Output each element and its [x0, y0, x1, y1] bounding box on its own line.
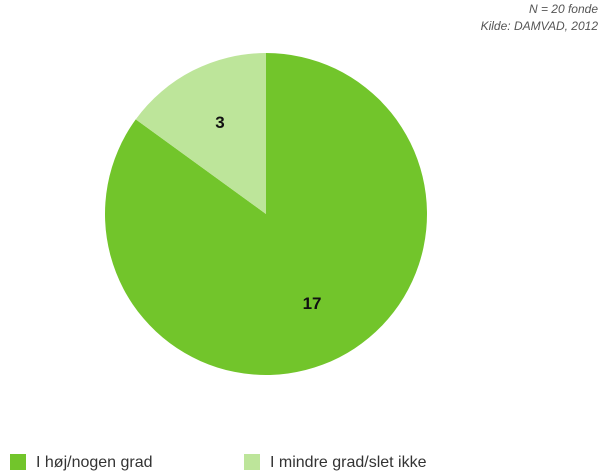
legend-label: I mindre grad/slet ikke [270, 454, 427, 471]
pie-slice [135, 53, 266, 214]
legend-swatch [10, 454, 26, 470]
data-label: 17 [303, 294, 322, 313]
legend-swatch [244, 454, 260, 470]
legend-label: I høj/nogen grad [36, 454, 153, 471]
annotation: Kilde: DAMVAD, 2012 [481, 19, 599, 33]
annotation: N = 20 fonde [529, 2, 598, 16]
data-label: 3 [215, 113, 224, 132]
